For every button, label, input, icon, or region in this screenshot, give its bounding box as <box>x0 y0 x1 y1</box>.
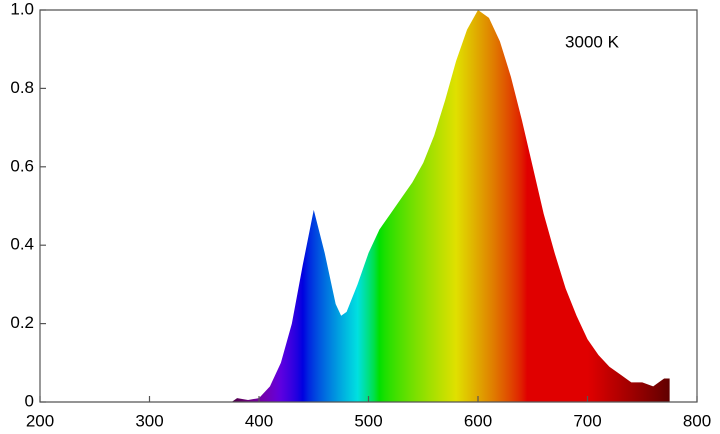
x-tick-label: 600 <box>464 411 492 430</box>
spectrum-area <box>231 10 670 402</box>
y-tick-label: 0.6 <box>10 156 34 175</box>
x-tick-label: 400 <box>245 411 273 430</box>
x-tick-label: 300 <box>135 411 163 430</box>
x-tick-label: 800 <box>683 411 711 430</box>
y-tick-label: 1.0 <box>10 0 34 18</box>
y-tick-label: 0 <box>25 391 34 410</box>
annotation: 3000 K <box>565 32 620 51</box>
x-tick-label: 500 <box>354 411 382 430</box>
y-tick-label: 0.4 <box>10 235 34 254</box>
x-tick-label: 200 <box>26 411 54 430</box>
y-tick-label: 0.8 <box>10 78 34 97</box>
y-tick-label: 0.2 <box>10 313 34 332</box>
x-tick-label: 700 <box>573 411 601 430</box>
